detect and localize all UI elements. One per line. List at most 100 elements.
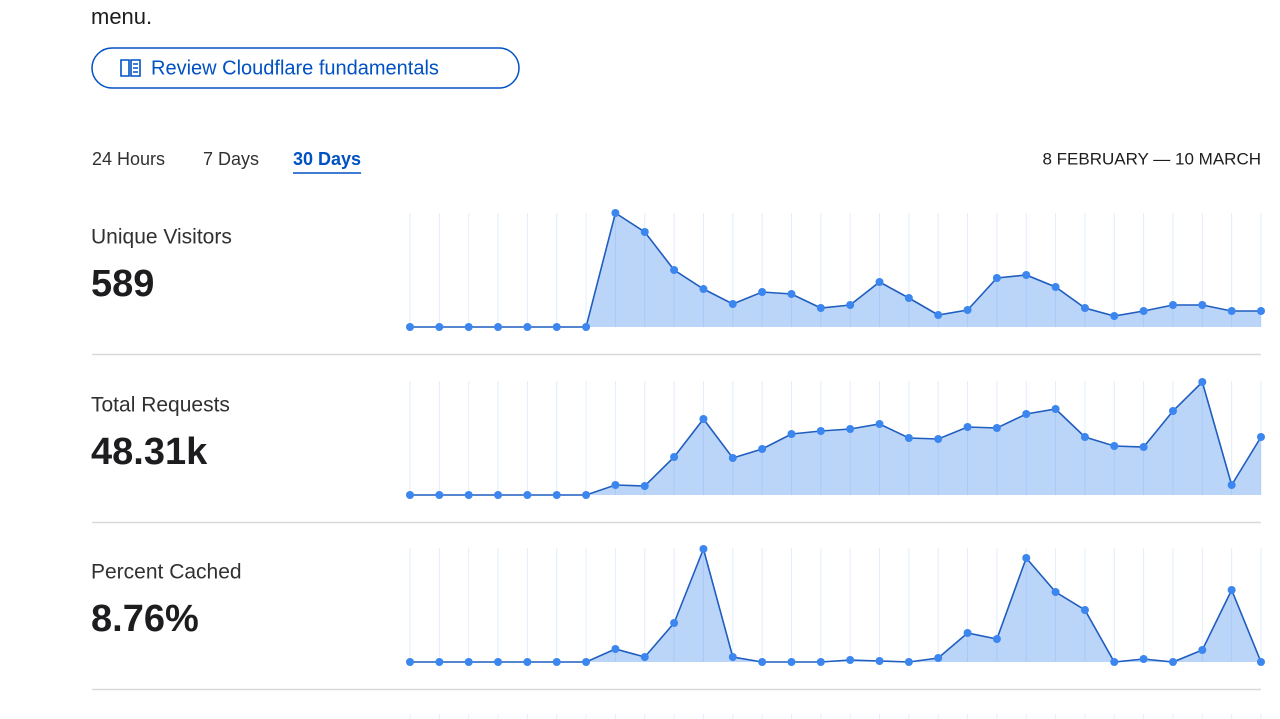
data-point: [787, 290, 796, 298]
data-point: [582, 658, 591, 666]
data-point: [728, 300, 737, 308]
tab[interactable]: 7 Days: [203, 149, 259, 169]
data-point: [1022, 410, 1031, 418]
data-point: [816, 427, 825, 435]
data-point: [816, 658, 825, 666]
data-point: [699, 545, 708, 553]
data-point: [464, 323, 473, 331]
data-point: [875, 420, 884, 428]
date-range: 8 FEBRUARY — 10 MARCH: [1042, 149, 1261, 168]
data-point: [406, 491, 414, 499]
data-point: [670, 619, 679, 627]
data-point: [611, 209, 620, 217]
data-point: [1110, 442, 1119, 450]
data-point: [494, 323, 503, 331]
data-point: [699, 285, 708, 293]
data-point: [1168, 301, 1177, 309]
data-point: [875, 278, 884, 286]
data-point: [552, 491, 561, 499]
data-point: [787, 430, 796, 438]
data-point: [1198, 378, 1207, 386]
data-point: [846, 301, 855, 309]
data-point: [640, 653, 649, 661]
data-point: [1227, 481, 1236, 489]
data-point: [758, 445, 767, 453]
data-point: [934, 654, 943, 662]
data-point: [904, 294, 913, 302]
data-point: [640, 482, 649, 490]
data-point: [963, 423, 972, 431]
tab[interactable]: 30 Days: [293, 149, 361, 169]
data-point: [552, 658, 561, 666]
data-point: [1257, 433, 1265, 441]
data-point: [611, 481, 620, 489]
metric-label: Total Requests: [91, 394, 230, 417]
fundamentals-button[interactable]: Review Cloudflare fundamentals: [91, 47, 520, 89]
data-point: [464, 491, 473, 499]
tab[interactable]: 24 Hours: [92, 149, 165, 169]
data-point: [1198, 301, 1207, 309]
data-point: [1139, 655, 1148, 663]
data-point: [494, 491, 503, 499]
data-point: [934, 311, 943, 319]
data-point: [963, 629, 972, 637]
data-point: [1139, 443, 1148, 451]
data-point: [523, 658, 532, 666]
data-point: [904, 434, 913, 442]
metric-label: Unique Visitors: [91, 226, 232, 249]
area-fill: [410, 549, 1261, 662]
metric-value: 48.31k: [91, 431, 208, 473]
data-point: [1110, 658, 1119, 666]
metric-value: 8.76%: [91, 598, 199, 640]
data-point: [640, 228, 649, 236]
data-point: [552, 323, 561, 331]
area-fill: [410, 382, 1261, 495]
data-point: [435, 658, 444, 666]
book-icon: [120, 59, 141, 77]
area-line: [410, 211, 1261, 328]
data-point: [728, 653, 737, 661]
data-point: [1051, 588, 1060, 596]
intro-text: menu.: [91, 4, 152, 29]
data-point: [1080, 433, 1089, 441]
data-point: [406, 323, 414, 331]
data-point: [670, 453, 679, 461]
data-point: [582, 323, 591, 331]
data-point: [1198, 646, 1207, 654]
data-point: [1257, 307, 1265, 315]
data-point: [992, 424, 1001, 432]
data-point: [758, 288, 767, 296]
data-point: [406, 658, 414, 666]
data-point: [523, 323, 532, 331]
data-point: [670, 266, 679, 274]
data-point: [1110, 312, 1119, 320]
data-point: [1022, 271, 1031, 279]
area-line: [410, 546, 1262, 663]
area-fill: [410, 213, 1261, 327]
data-point: [728, 454, 737, 462]
data-point: [1227, 586, 1236, 594]
data-point: [992, 635, 1001, 643]
button-label[interactable]: Review Cloudflare fundamentals: [151, 57, 439, 79]
data-point: [435, 491, 444, 499]
data-point: [523, 491, 532, 499]
button-outline[interactable]: [91, 47, 520, 89]
data-point: [846, 656, 855, 664]
data-point: [992, 274, 1001, 282]
data-point: [904, 658, 913, 666]
data-point: [435, 323, 444, 331]
data-point: [1139, 307, 1148, 315]
area-line: [410, 380, 1262, 496]
data-point: [1257, 658, 1265, 666]
metric-label: Percent Cached: [91, 561, 242, 584]
metric-value: 589: [91, 263, 154, 305]
data-point: [846, 425, 855, 433]
data-point: [787, 658, 796, 666]
data-point: [875, 657, 884, 665]
data-point: [816, 304, 825, 312]
data-point: [758, 658, 767, 666]
data-point: [464, 658, 473, 666]
data-point: [934, 435, 943, 443]
data-point: [494, 658, 503, 666]
